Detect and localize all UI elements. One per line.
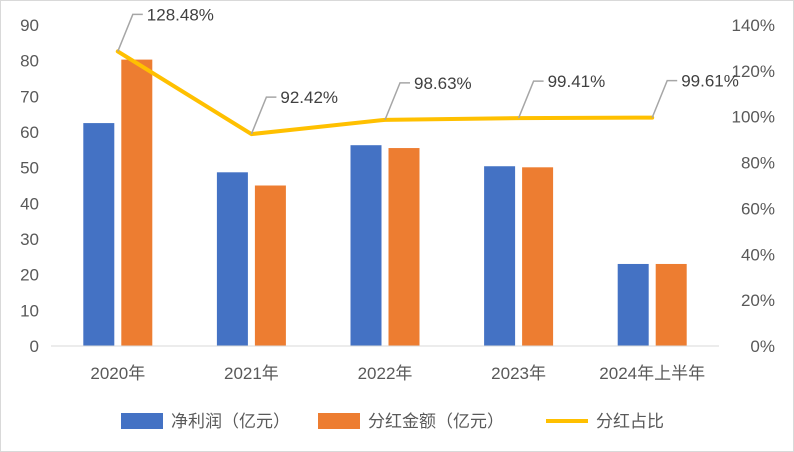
left-axis-tick-label: 50 <box>20 159 39 178</box>
dividend-bar <box>121 59 153 346</box>
x-axis-ticks: 2020年 2021年 2022年 2023年 2024年上半年 <box>90 364 705 383</box>
left-axis-tick-label: 30 <box>20 230 39 249</box>
left-axis-ticks: 0 10 20 30 40 50 60 70 80 90 <box>20 16 39 356</box>
ratio-data-label: 98.63% <box>414 74 472 93</box>
right-axis-ticks: 0% 20% 40% 60% 80% 100% 120% 140% <box>732 16 775 356</box>
ratio-data-label: 92.42% <box>280 88 338 107</box>
dividend-bar <box>655 263 687 346</box>
right-axis-tick-label: 20% <box>741 291 775 310</box>
right-axis-tick-label: 100% <box>732 108 775 127</box>
left-axis-tick-label: 10 <box>20 301 39 320</box>
data-label-leader <box>384 82 410 121</box>
dividend-bar <box>522 167 554 346</box>
left-axis-tick-label: 40 <box>20 194 39 213</box>
legend-net-profit-swatch <box>121 413 163 429</box>
ratio-data-label: 99.41% <box>548 72 606 91</box>
dividend-bar <box>254 185 286 346</box>
data-label-leader <box>517 80 544 119</box>
dividend-bar <box>388 148 420 346</box>
data-label-leader <box>250 96 277 135</box>
x-axis-tick-label: 2022年 <box>358 364 413 383</box>
left-axis-tick-label: 60 <box>20 123 39 142</box>
data-label-leader <box>651 79 678 118</box>
net-profit-bar <box>484 166 516 346</box>
right-axis-tick-label: 0% <box>750 337 775 356</box>
left-axis-tick-label: 20 <box>20 266 39 285</box>
bar-group <box>83 59 687 346</box>
left-axis-tick-label: 70 <box>20 87 39 106</box>
net-profit-bar <box>216 172 248 346</box>
net-profit-bar <box>83 123 115 346</box>
legend-net-profit-label: 净利润（亿元） <box>171 412 290 432</box>
right-axis-tick-label: 120% <box>732 62 775 81</box>
ratio-line <box>115 49 655 137</box>
x-axis-tick-label: 2021年 <box>224 364 279 383</box>
ratio-data-label: 128.48% <box>147 5 214 24</box>
right-axis-tick-label: 40% <box>741 245 775 264</box>
right-axis-tick-label: 140% <box>732 16 775 35</box>
legend-dividend-label: 分红金额（亿元） <box>368 412 504 432</box>
right-axis-tick-label: 80% <box>741 154 775 173</box>
ratio-line-group <box>115 49 655 137</box>
ratio-data-label: 99.61% <box>681 72 739 91</box>
legend-ratio-label: 分红占比 <box>596 412 664 432</box>
left-axis-tick-label: 0 <box>30 337 39 356</box>
left-axis-tick-label: 80 <box>20 52 39 71</box>
x-axis-tick-label: 2020年 <box>90 364 145 383</box>
legend: 净利润（亿元） 分红金额（亿元） 分红占比 <box>121 412 664 432</box>
data-label-leader <box>117 13 143 52</box>
net-profit-bar <box>617 263 649 346</box>
net-profit-bar <box>350 145 382 346</box>
x-axis-tick-label: 2024年上半年 <box>599 364 705 383</box>
x-axis-tick-label: 2023年 <box>491 364 546 383</box>
legend-dividend-swatch <box>318 413 360 429</box>
left-axis-tick-label: 90 <box>20 16 39 35</box>
right-axis-tick-label: 60% <box>741 199 775 218</box>
data-label-group: 128.48% 92.42% 98.63% 99.41% 99.61% <box>117 5 739 135</box>
